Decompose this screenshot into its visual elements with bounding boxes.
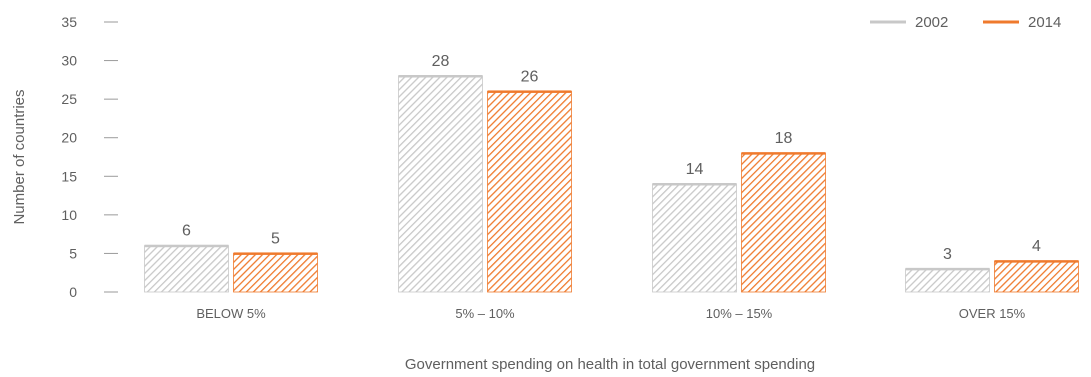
y-tick-label: 25 — [61, 91, 77, 107]
data-label: 4 — [1032, 238, 1041, 255]
x-tick-label: BELOW 5% — [196, 306, 266, 321]
x-axis-title: Government spending on health in total g… — [405, 356, 815, 372]
legend-label: 2014 — [1028, 14, 1061, 31]
y-tick-label: 0 — [69, 284, 77, 300]
y-tick-label: 10 — [61, 207, 77, 223]
data-label: 5 — [271, 230, 280, 247]
bar-2014 — [487, 91, 572, 293]
bar-top-edge — [741, 152, 826, 155]
data-label: 14 — [686, 161, 704, 178]
bar-2014 — [994, 260, 1079, 293]
bar-2014 — [741, 152, 826, 293]
x-tick-label: 10% – 15% — [706, 306, 773, 321]
y-tick-label: 20 — [61, 130, 77, 146]
data-label: 18 — [775, 130, 793, 147]
bar-top-edge — [652, 183, 737, 186]
y-axis-title: Number of countries — [11, 89, 28, 224]
x-tick-label: OVER 15% — [959, 306, 1026, 321]
bar-top-edge — [144, 244, 229, 248]
data-label: 26 — [521, 68, 539, 85]
bar-top-edge — [994, 260, 1079, 263]
data-label: 28 — [432, 53, 450, 70]
legend-label: 2002 — [915, 14, 948, 31]
y-tick-label: 35 — [61, 14, 77, 30]
y-tick-label: 15 — [61, 168, 77, 184]
bar-2002 — [144, 245, 229, 293]
x-tick-label: 5% – 10% — [455, 306, 515, 321]
bar-top-edge — [233, 252, 318, 255]
bar-top-edge — [398, 75, 483, 78]
bar-top-edge — [487, 90, 572, 93]
data-label: 3 — [943, 246, 952, 263]
bar-top-edge — [905, 267, 990, 271]
data-label: 6 — [182, 223, 191, 240]
bar-2002 — [905, 268, 990, 293]
y-tick-label: 5 — [69, 245, 77, 261]
bar-2002 — [652, 183, 737, 293]
bar-2002 — [398, 75, 483, 293]
y-tick-label: 30 — [61, 53, 77, 69]
bar-2014 — [233, 253, 318, 293]
